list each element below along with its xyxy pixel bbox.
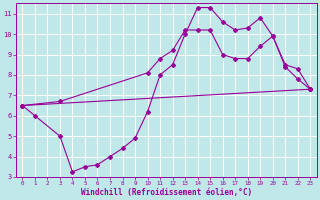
X-axis label: Windchill (Refroidissement éolien,°C): Windchill (Refroidissement éolien,°C) [81,188,252,197]
